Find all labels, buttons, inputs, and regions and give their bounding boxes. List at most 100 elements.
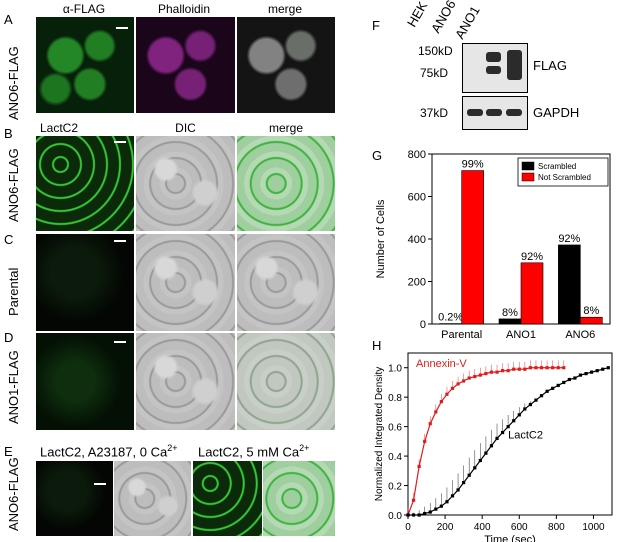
bar-value-label: 8% [583, 305, 599, 317]
data-point-annexin-v [523, 367, 527, 371]
data-point-lactc2 [601, 367, 605, 371]
marker-75kd: 75kD [420, 66, 449, 80]
image-B-dic [136, 136, 235, 231]
scale-bar [114, 240, 126, 242]
y-tick-label: 0.0 [388, 511, 402, 522]
panel-letter-C: C [4, 232, 14, 247]
y-axis-label: Normalized Integrated Density [374, 367, 385, 502]
image-B-lactc2 [36, 136, 134, 231]
x-tick-label: Parental [441, 329, 482, 338]
data-point-annexin-v [528, 366, 532, 370]
row-label-B: ANO6-FLAG [6, 148, 21, 222]
scale-bar [114, 341, 126, 343]
data-point-lactc2 [495, 436, 499, 441]
title-left-sup: 2+ [167, 443, 178, 453]
x-tick-label: ANO6 [565, 329, 595, 338]
data-point-annexin-v [417, 464, 421, 468]
data-point-lactc2 [489, 444, 494, 448]
legend-swatch [521, 161, 535, 171]
line-chart-H: 0.0 0.2 0.4 0.6 0.8 1.0 0 200 400 600 800 1000 Time … [374, 352, 613, 542]
data-point-annexin-v [467, 376, 471, 380]
data-point-lactc2 [539, 394, 544, 398]
data-point-lactc2 [506, 425, 510, 429]
y-tick-label: 800 [408, 149, 426, 161]
bar-value-label: 92% [521, 251, 543, 263]
panel-letter-D: D [4, 330, 14, 345]
y-tick-label: 600 [408, 192, 426, 204]
series-label-lactc2: LactC2 [508, 429, 543, 441]
image-E-lactc2-0ca [36, 461, 113, 536]
image-A-merge [237, 17, 335, 113]
data-point-annexin-v [434, 410, 438, 414]
bar-value-label: 92% [558, 233, 580, 245]
band-gapdh-ano1 [506, 109, 522, 116]
bar-not-scrambled [580, 316, 603, 325]
data-point-lactc2 [467, 473, 471, 477]
x-tick-label: 200 [437, 522, 454, 533]
bar-value-label: 99% [462, 159, 484, 171]
y-tick-label: 1.0 [388, 364, 402, 375]
data-point-lactc2 [545, 389, 549, 393]
bar-value-label: 0.2% [438, 312, 463, 324]
y-tick-label: 0.8 [388, 393, 402, 404]
bar-scrambled [498, 318, 522, 325]
x-tick-label: 400 [474, 522, 491, 533]
row-label-A: ANO6-FLAG [6, 46, 21, 120]
data-point-lactc2 [445, 500, 449, 504]
data-point-lactc2 [473, 466, 477, 470]
image-A-alpha-flag [36, 17, 134, 113]
data-point-lactc2 [517, 413, 521, 417]
band-ano1 [507, 50, 522, 80]
bar-value-label: 8% [502, 307, 518, 319]
data-point-annexin-v [484, 372, 488, 376]
data-point-lactc2 [590, 370, 594, 374]
data-point-lactc2 [556, 383, 560, 387]
data-point-annexin-v [539, 366, 544, 370]
blot-flag [462, 43, 528, 93]
data-point-lactc2 [562, 380, 566, 385]
band-gapdh-hek [467, 109, 483, 116]
scale-bar [114, 141, 126, 143]
data-point-lactc2 [595, 369, 599, 373]
image-C-dic [136, 234, 235, 331]
data-point-annexin-v [534, 366, 538, 370]
data-point-lactc2 [500, 430, 505, 435]
data-point-annexin-v [428, 422, 432, 426]
x-tick-label: 0 [405, 522, 411, 533]
bar-not-scrambled [520, 262, 544, 325]
panel-letter-H: H [372, 338, 382, 353]
x-axis-label: Time (sec) [484, 534, 536, 542]
data-point-lactc2 [484, 451, 488, 455]
title-right-sup: 2+ [299, 443, 310, 453]
lane-label-ano1: ANO1 [452, 3, 483, 42]
data-point-lactc2 [523, 407, 527, 411]
panel-letter-G: G [372, 148, 383, 163]
legend-label: Not Scrambled [538, 173, 591, 182]
data-point-lactc2 [417, 513, 421, 517]
band-ano6-low [486, 66, 501, 74]
col-title-phalloidin: Phalloidin [157, 2, 211, 16]
image-E-lactc2-5mm [193, 461, 262, 536]
data-point-lactc2 [478, 458, 482, 463]
bar-scrambled [558, 244, 581, 325]
y-tick-label: 0.4 [388, 452, 402, 463]
data-point-annexin-v [545, 366, 549, 370]
image-C-merge [237, 234, 335, 331]
col-title-merge-B: merge [268, 121, 303, 135]
data-point-lactc2 [456, 488, 460, 492]
legend-label: Scrambled [538, 162, 576, 171]
marker-37kd: 37kD [420, 106, 449, 120]
y-tick-label: 200 [408, 277, 426, 289]
data-point-annexin-v [423, 439, 427, 443]
data-point-annexin-v [478, 373, 482, 377]
y-tick-label: 0.6 [388, 423, 402, 434]
data-point-lactc2 [411, 513, 416, 517]
data-point-annexin-v [562, 366, 566, 370]
data-point-lactc2 [434, 507, 438, 511]
data-point-annexin-v [512, 367, 516, 371]
data-point-annexin-v [462, 379, 466, 383]
image-E-merge-5mm [263, 461, 335, 536]
col-title-dic: DIC [175, 121, 196, 135]
image-B-merge [237, 136, 335, 231]
data-point-annexin-v [500, 369, 505, 373]
